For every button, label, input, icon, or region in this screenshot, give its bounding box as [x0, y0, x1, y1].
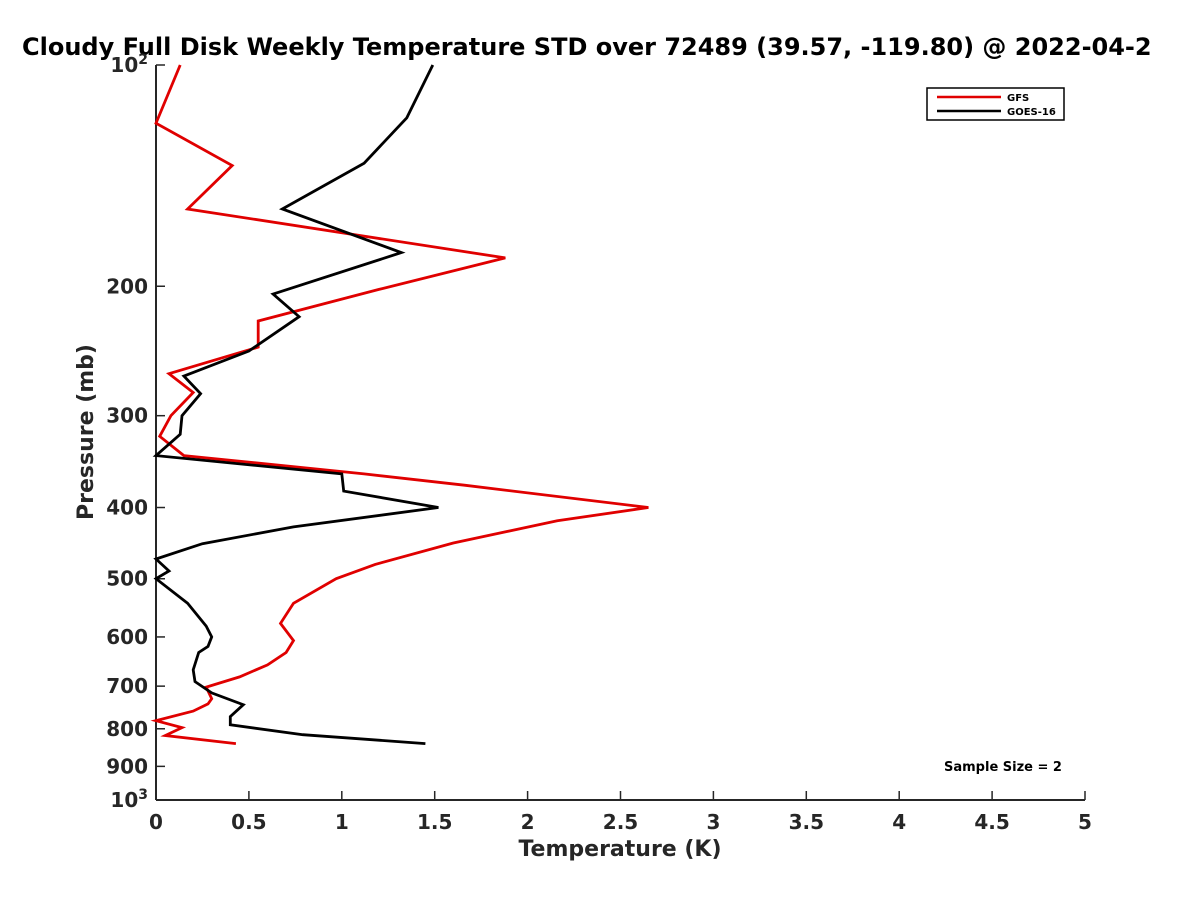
- y-tick-label: 400: [106, 496, 148, 520]
- x-ticks: 0 0.5 1 1.5 2 2.5 3 3.5 4 4.5 5: [149, 791, 1092, 834]
- x-tick-label: 3: [706, 810, 720, 834]
- x-tick-label: 1.5: [417, 810, 452, 834]
- x-tick-label: 3.5: [789, 810, 824, 834]
- y-tick-base: 10: [110, 53, 138, 77]
- series-line-gfs: [150, 64, 649, 745]
- y-tick-base: 10: [110, 788, 138, 812]
- y-tick-label: 700: [106, 674, 148, 698]
- legend-box: [926, 87, 1065, 121]
- x-tick-label: 0.5: [231, 810, 266, 834]
- y-tick-exponent: 2: [138, 52, 148, 68]
- legend-label-gfs: GFS: [1007, 93, 1029, 104]
- y-tick-label: 300: [106, 404, 148, 428]
- y-axis-label: Pressure (mb): [74, 344, 99, 520]
- y-tick-label: 800: [106, 717, 148, 741]
- y-tick-exponent: 3: [138, 787, 148, 803]
- legend-label-goes-16: GOES-16: [1007, 107, 1056, 118]
- series-layer: [150, 64, 649, 745]
- x-axis-label: Temperature (K): [518, 837, 721, 862]
- sample-size-annotation: Sample Size = 2: [944, 760, 1062, 775]
- chart-title: Cloudy Full Disk Weekly Temperature STD …: [22, 33, 1152, 61]
- y-tick-label: 600: [106, 625, 148, 649]
- x-tick-label: 4: [892, 810, 906, 834]
- y-tick-label: 102: [110, 52, 148, 77]
- y-tick-label: 103: [110, 787, 148, 812]
- x-tick-label: 2: [521, 810, 535, 834]
- legend: GFS GOES-16: [926, 87, 1065, 121]
- x-tick-label: 2.5: [603, 810, 638, 834]
- y-tick-label: 200: [106, 274, 148, 298]
- y-tick-label: 500: [106, 567, 148, 591]
- x-tick-label: 0: [149, 810, 163, 834]
- y-tick-label: 900: [106, 754, 148, 778]
- x-tick-label: 1: [335, 810, 349, 834]
- x-tick-label: 4.5: [974, 810, 1009, 834]
- series-line-goes-16: [152, 64, 439, 745]
- x-tick-label: 5: [1078, 810, 1092, 834]
